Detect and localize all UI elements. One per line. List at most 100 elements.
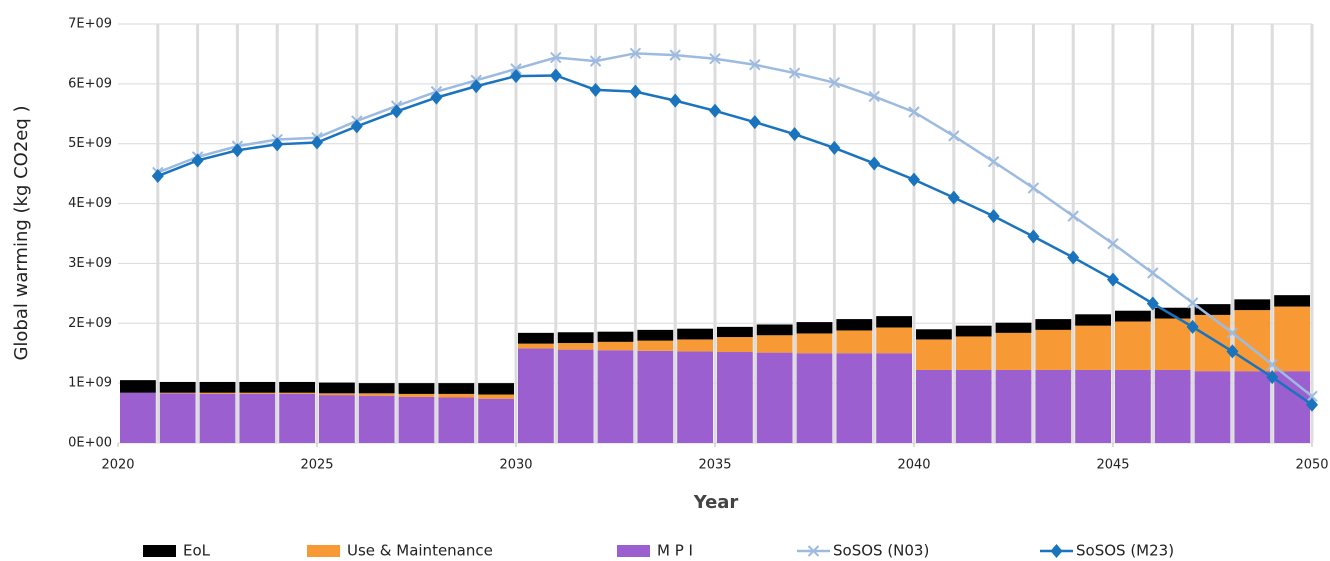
legend-marker — [807, 545, 820, 557]
marker — [749, 58, 761, 71]
marker — [1107, 272, 1119, 287]
marker — [629, 84, 642, 99]
marker — [908, 106, 920, 118]
marker — [390, 104, 403, 119]
legend-label: SoSOS (M23) — [1076, 542, 1174, 560]
bar-segment — [637, 340, 674, 351]
bar-segment — [1035, 319, 1072, 330]
marker — [1107, 237, 1119, 250]
bar-segment — [836, 330, 873, 354]
bar-segment — [1075, 325, 1112, 370]
bar-segment — [557, 349, 594, 443]
bar-segment — [318, 395, 355, 443]
bar-segment — [1234, 310, 1271, 372]
marker — [510, 63, 522, 75]
marker — [709, 53, 721, 65]
x-tick-label: 2050 — [1295, 458, 1328, 473]
bar-segment — [398, 393, 435, 397]
bar-segment — [1154, 318, 1191, 370]
bar-segment — [796, 333, 833, 354]
bar-segment — [159, 381, 196, 393]
line — [157, 52, 1313, 398]
bar-segment — [1194, 371, 1231, 443]
marker — [1147, 267, 1159, 279]
bar-segment — [915, 369, 952, 443]
legend-swatch — [617, 545, 650, 557]
marker — [709, 103, 721, 118]
x-tick-label: 2025 — [300, 458, 333, 473]
bar-segment — [915, 339, 952, 370]
bar-segment — [478, 398, 515, 443]
bar-segment — [478, 394, 515, 399]
bar-segment — [239, 392, 276, 394]
bar-segment — [517, 348, 554, 443]
legend-label: M P I — [657, 542, 693, 560]
marker — [669, 93, 682, 108]
marker — [1067, 210, 1079, 222]
marker — [947, 190, 960, 205]
marker — [1306, 397, 1318, 412]
x-tick-label: 2040 — [897, 458, 930, 473]
marker — [669, 49, 681, 61]
marker — [470, 79, 483, 94]
bar-segment — [995, 322, 1032, 333]
bar-segment — [677, 339, 714, 352]
legend-label: Use & Maintenance — [347, 542, 493, 560]
marker — [987, 209, 1000, 224]
bar-segment — [1234, 299, 1271, 311]
bar-segment — [199, 381, 236, 393]
bar-segment — [279, 381, 316, 393]
marker — [948, 130, 960, 142]
bar-segment — [1274, 306, 1311, 372]
bar-segment — [677, 328, 714, 340]
marker — [271, 137, 284, 152]
bar-segment — [955, 336, 992, 370]
marker — [549, 68, 562, 83]
y-tick-label: 7E+09 — [68, 17, 112, 32]
bar-segment — [1234, 371, 1271, 443]
bar-segment — [159, 392, 196, 394]
bar-segment — [1154, 369, 1191, 443]
bar-segment — [358, 395, 395, 443]
marker — [788, 127, 801, 142]
x-tick-label: 2030 — [499, 458, 532, 473]
marker — [151, 169, 164, 184]
bar-segment — [1035, 369, 1072, 443]
marker — [748, 115, 761, 130]
bar-segment — [358, 393, 395, 396]
marker — [510, 69, 522, 84]
marker — [908, 172, 920, 187]
bar-segment — [796, 353, 833, 443]
bar-segment — [1114, 321, 1151, 370]
bar-segment — [239, 393, 276, 443]
marker — [868, 90, 880, 103]
bar-segment — [677, 351, 714, 443]
bar-segment — [318, 382, 355, 394]
marker — [1306, 390, 1318, 403]
marker — [1027, 182, 1040, 194]
marker — [311, 135, 323, 150]
marker — [788, 67, 801, 79]
bar-segment — [716, 337, 753, 353]
bar-segment — [1075, 314, 1112, 326]
marker — [1146, 296, 1159, 311]
bar-segment — [876, 353, 913, 443]
legend-label: EoL — [183, 542, 211, 560]
bar-segment — [716, 326, 753, 338]
bar-segment — [796, 322, 833, 334]
bar-segment — [1154, 307, 1191, 319]
bar-segment — [239, 381, 276, 393]
bar-segment — [438, 393, 475, 398]
x-tick-label: 2045 — [1096, 458, 1129, 473]
marker — [589, 55, 602, 67]
marker — [550, 51, 562, 64]
bar-segment — [597, 331, 634, 342]
bar-segment — [955, 325, 992, 337]
legend-swatch — [307, 545, 340, 557]
y-tick-label: 2E+09 — [68, 316, 112, 331]
line — [157, 74, 1313, 406]
bar-segment — [279, 393, 316, 443]
marker — [589, 82, 602, 97]
bar-segment — [517, 343, 554, 349]
